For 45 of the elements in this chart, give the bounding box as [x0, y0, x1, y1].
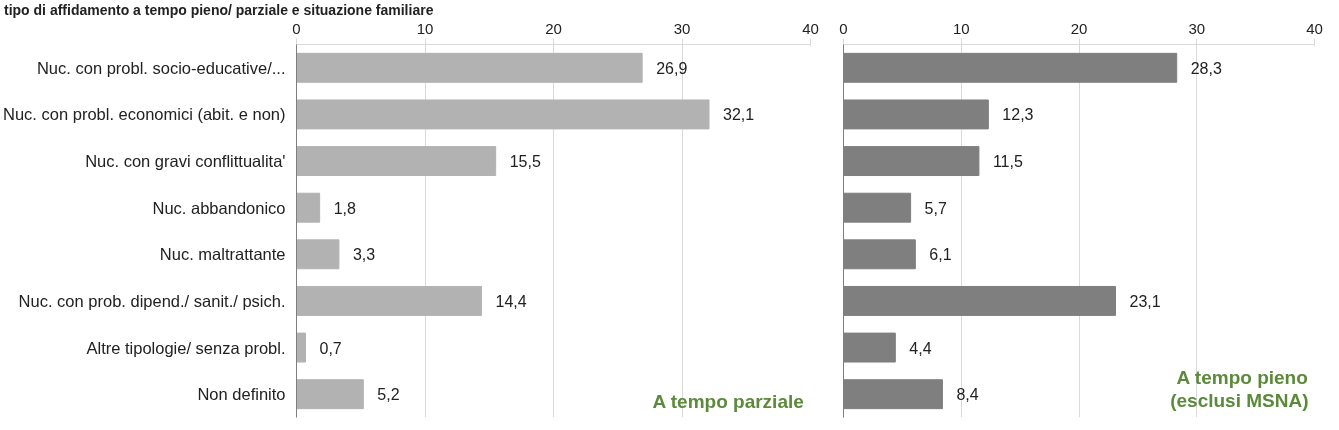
data-label: 28,3 [1190, 59, 1222, 77]
data-label: 15,5 [509, 153, 541, 171]
data-label: 14,4 [495, 292, 527, 310]
data-label: 5,7 [924, 199, 947, 217]
x-tick-label: 40 [802, 19, 819, 37]
data-label: 1,8 [333, 199, 356, 217]
bar [296, 52, 643, 83]
x-tick-label: 10 [416, 19, 434, 37]
data-label: 5,2 [377, 386, 400, 404]
y-tick-label: Nuc. con gravi conflittualita' [85, 152, 286, 171]
y-tick-label: Non definito [197, 385, 286, 404]
y-tick-label: Nuc. con probl. economici (abit. e non) [3, 105, 286, 124]
annotation: A tempo pieno (esclusi MSNA) [1170, 367, 1309, 412]
data-label: 4,4 [909, 339, 932, 357]
bar [296, 239, 340, 270]
x-tick-label: 20 [545, 19, 562, 37]
data-label: 8,4 [956, 386, 979, 404]
data-label: 0,7 [319, 339, 342, 357]
data-label: 3,3 [352, 246, 376, 264]
y-tick-label: Nuc. maltrattante [159, 245, 286, 264]
bar [296, 99, 710, 130]
x-tick-label: 30 [1188, 19, 1206, 37]
bar [296, 146, 497, 177]
x-tick-label: 30 [673, 19, 691, 37]
y-tick-label: Nuc. abbandonico [152, 198, 286, 217]
chart-title: tipo di affidamento a tempo pieno/ parziale e situazione familiare [4, 1, 434, 20]
data-label: 11,5 [992, 153, 1023, 171]
bar [296, 285, 483, 316]
bar [296, 379, 364, 410]
annotation: A tempo parziale [652, 390, 804, 412]
data-label: 26,9 [656, 59, 688, 77]
y-tick-label: Nuc. con prob. dipend./ sanit./ psich. [18, 291, 286, 310]
x-tick-label: 0 [292, 19, 301, 37]
y-tick-label: Altre tipologie/ senza probl. [86, 338, 286, 357]
bar [296, 332, 306, 363]
x-tick-label: 0 [839, 19, 848, 37]
data-label: 23,1 [1129, 292, 1161, 310]
y-tick-label: Nuc. con probl. socio-educative/... [36, 58, 286, 77]
x-tick-label: 40 [1306, 19, 1323, 37]
x-tick-label: 20 [1070, 19, 1088, 37]
bar [296, 192, 321, 223]
x-tick-label: 10 [952, 19, 970, 37]
data-label: 32,1 [722, 106, 755, 124]
data-label: 12,3 [1002, 106, 1034, 124]
data-label: 6,1 [929, 246, 952, 264]
